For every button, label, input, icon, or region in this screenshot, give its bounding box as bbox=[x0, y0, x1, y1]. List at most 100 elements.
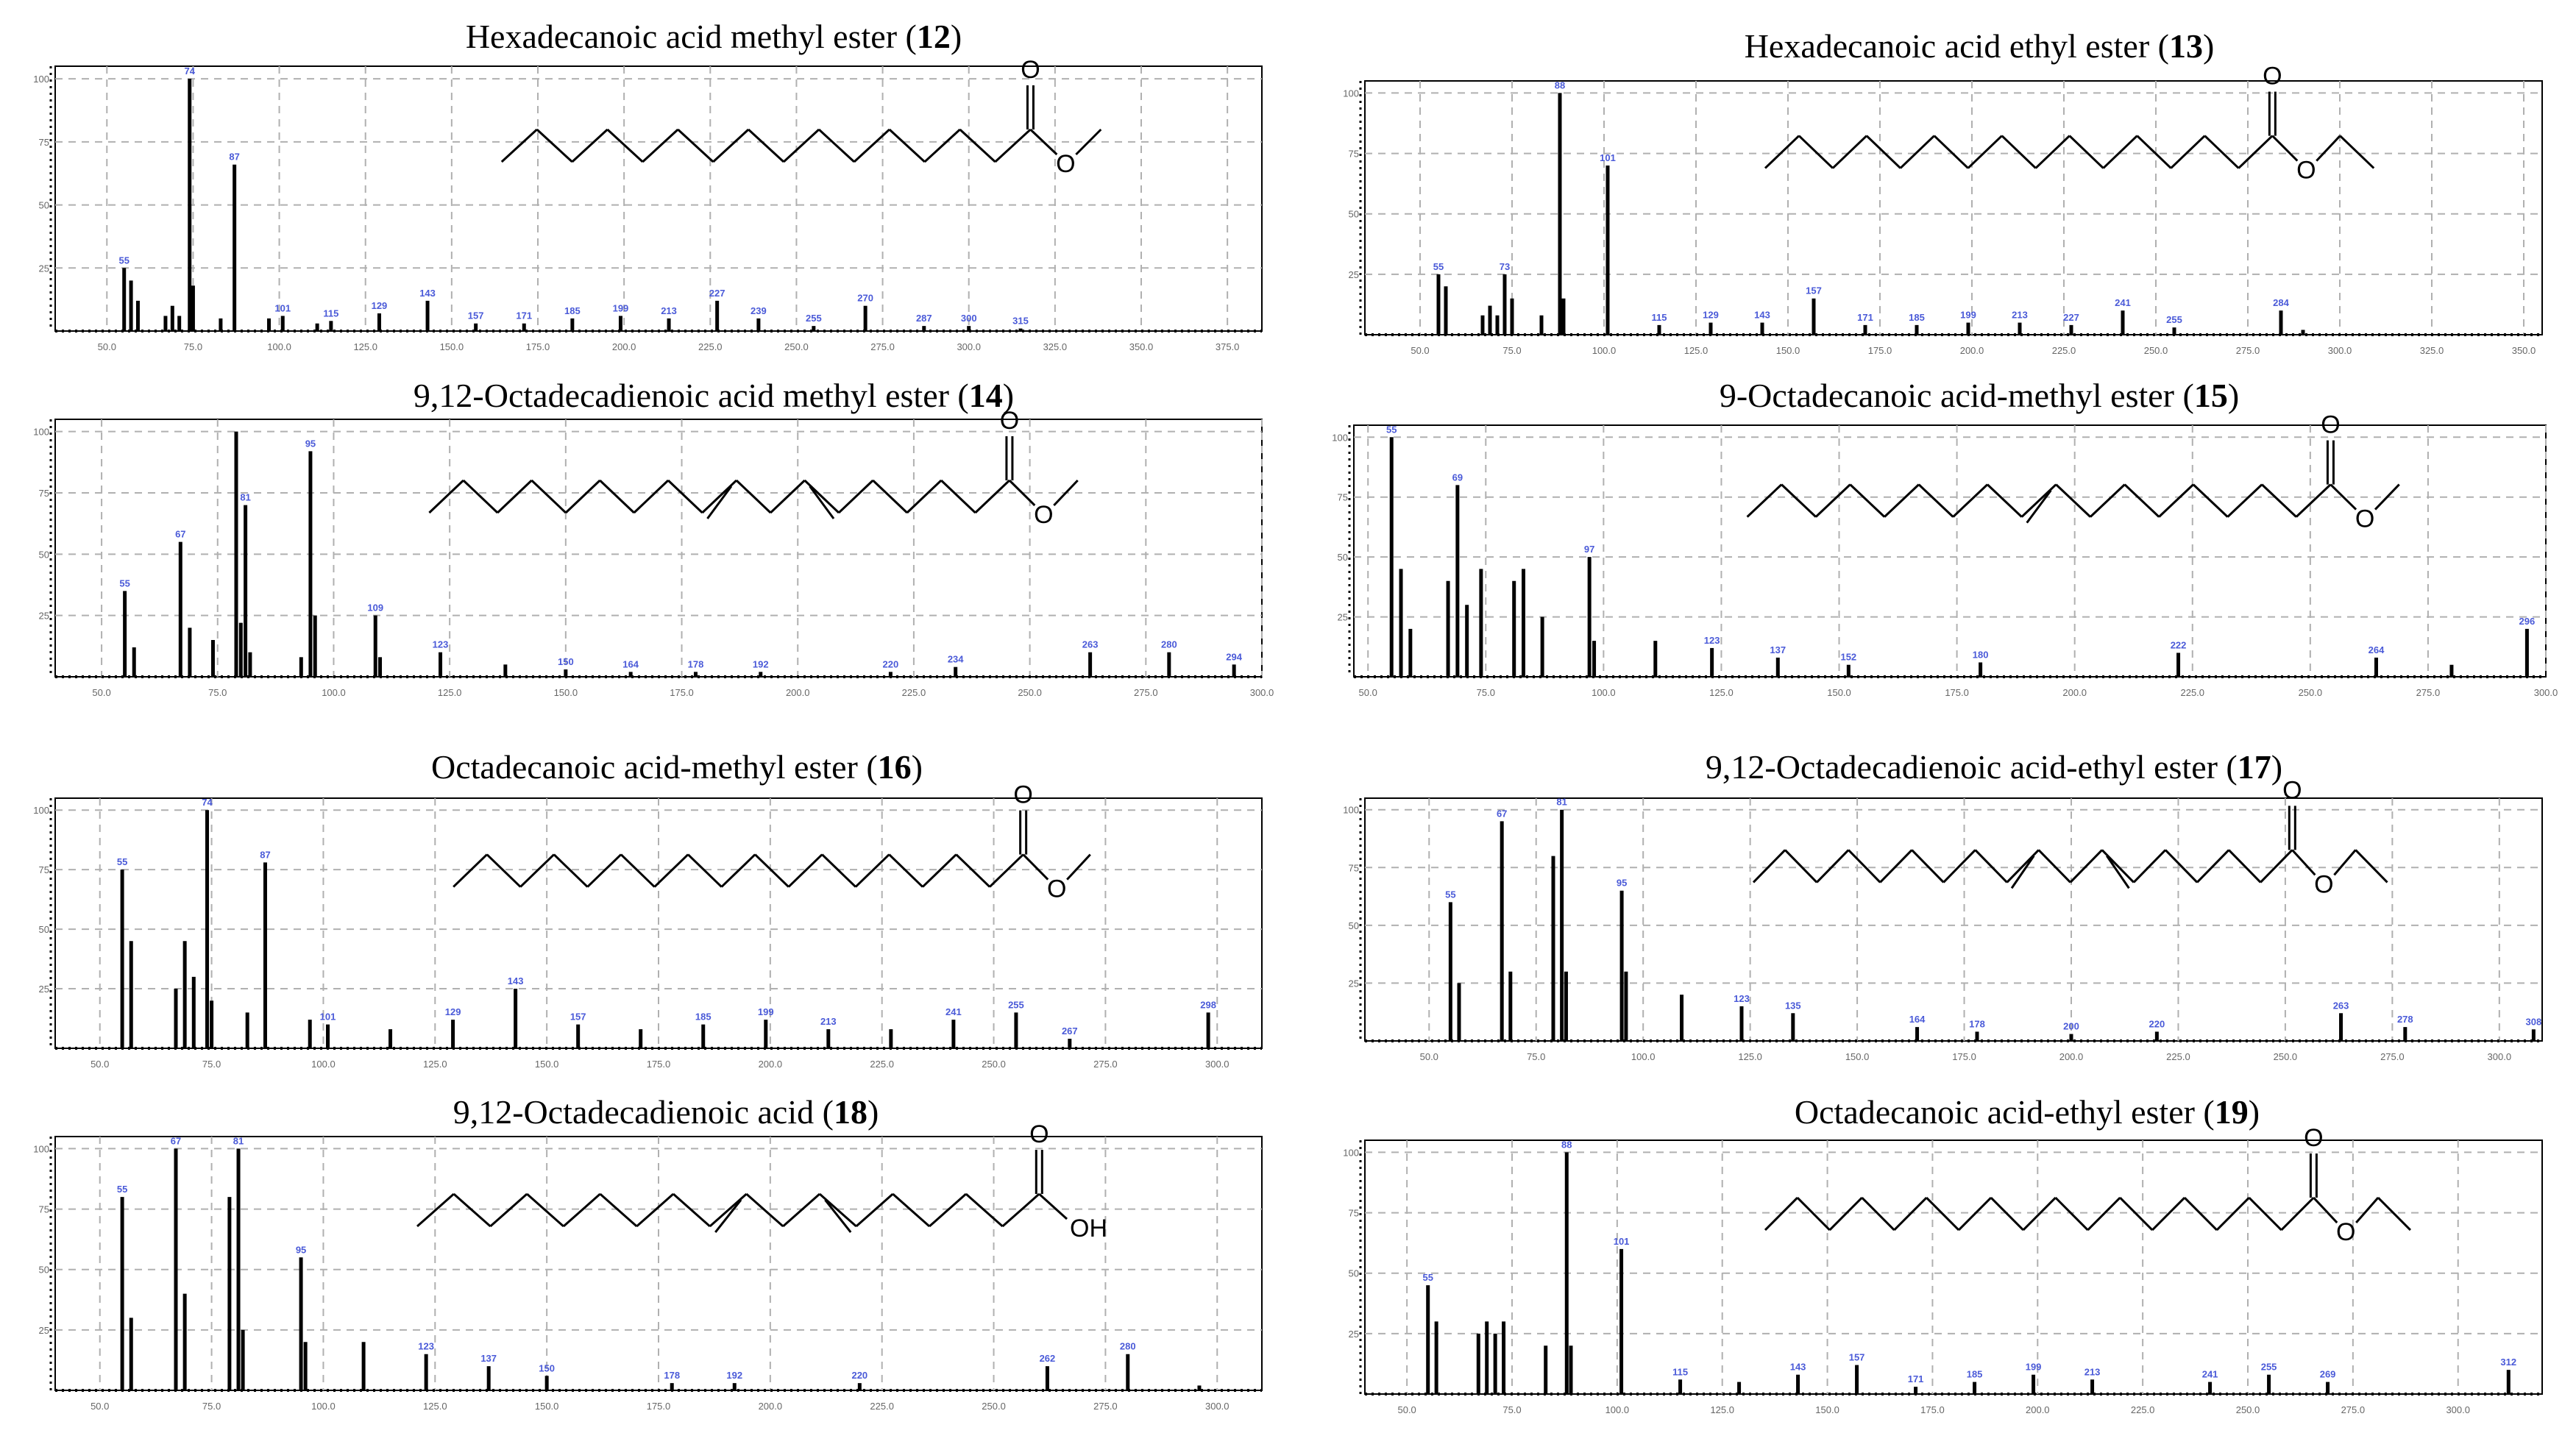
chain-bond bbox=[642, 128, 679, 163]
peak-label: 88 bbox=[1561, 1139, 1572, 1150]
x-tick-label: 250.0 bbox=[2274, 1051, 2298, 1062]
chain-bond bbox=[1796, 1196, 1831, 1231]
peak-label: 185 bbox=[564, 305, 581, 316]
peak-label: 284 bbox=[2273, 297, 2289, 308]
compound-number: 19 bbox=[2215, 1093, 2249, 1131]
chain-bond bbox=[2226, 483, 2263, 518]
x-tick-label: 75.0 bbox=[1502, 345, 1521, 356]
chain-bond bbox=[2020, 483, 2057, 518]
compound-number: 13 bbox=[2169, 27, 2203, 65]
chain-bond bbox=[1987, 483, 2023, 518]
chain-bond bbox=[2034, 135, 2071, 169]
peak-label: 239 bbox=[751, 305, 767, 316]
peak-label: 164 bbox=[622, 658, 639, 669]
panel-title-close: ) bbox=[2249, 1093, 2260, 1131]
chain-bond bbox=[2089, 483, 2126, 518]
chain-bond bbox=[1814, 483, 1851, 518]
chain-bond bbox=[2055, 483, 2091, 518]
peak-label: 180 bbox=[1973, 649, 1989, 660]
spectrum-panel-15: 9-Octadecanoic acid-methyl ester (15) 50.… bbox=[1332, 377, 2558, 698]
peak-label: 73 bbox=[1500, 261, 1510, 272]
x-tick-label: 175.0 bbox=[670, 687, 694, 698]
x-tick-label: 175.0 bbox=[647, 1059, 671, 1070]
y-tick-label: 25 bbox=[1349, 978, 1359, 989]
peak-label: 263 bbox=[1082, 639, 1099, 650]
chain-bond bbox=[489, 1192, 528, 1228]
peak-label: 81 bbox=[240, 492, 250, 503]
peak-label: 164 bbox=[1909, 1014, 1926, 1025]
x-tick-label: 50.0 bbox=[1411, 345, 1429, 356]
y-tick-label: 50 bbox=[1349, 209, 1359, 220]
x-tick-label: 275.0 bbox=[2416, 687, 2441, 698]
chain-bond bbox=[1990, 1196, 2024, 1231]
peak-label: 294 bbox=[1226, 651, 1242, 662]
spectrum-panel-12: Hexadecanoic acid methyl ester (12) 50.0 7… bbox=[33, 18, 1263, 352]
y-tick-label: 75 bbox=[1349, 862, 1359, 873]
hydroxyl-bond bbox=[1038, 1192, 1068, 1220]
chain-bond bbox=[633, 479, 670, 514]
chain-bond bbox=[453, 853, 488, 888]
ester-oxygen-label: O bbox=[2296, 157, 2316, 185]
x-tick-label: 250.0 bbox=[982, 1059, 1006, 1070]
peak-label: 300 bbox=[961, 313, 977, 324]
peak-label: 55 bbox=[1386, 424, 1397, 435]
peak-label: 55 bbox=[1445, 889, 1455, 900]
peak-label: 74 bbox=[202, 797, 213, 808]
chain-bond bbox=[2101, 849, 2135, 884]
peak-label: 123 bbox=[1734, 993, 1750, 1004]
peak-label: 101 bbox=[274, 302, 291, 313]
ester-oxygen-label: O bbox=[2336, 1218, 2355, 1246]
peak-label: 178 bbox=[688, 658, 704, 669]
peak-label: 220 bbox=[883, 658, 899, 669]
peak-label: 185 bbox=[1967, 1369, 1983, 1380]
peak-label: 185 bbox=[1909, 312, 1925, 323]
chain-bond bbox=[1926, 1196, 1960, 1231]
panel-title-close: ) bbox=[1003, 377, 1014, 414]
x-tick-label: 50.0 bbox=[1397, 1404, 1416, 1415]
x-tick-label: 275.0 bbox=[1093, 1401, 1118, 1412]
x-tick-label: 200.0 bbox=[1960, 345, 1984, 356]
chain-bond bbox=[892, 1192, 931, 1228]
spectrum-panel-16: Octadecanoic acid-methyl ester (16) 50.0 7… bbox=[33, 748, 1263, 1070]
x-tick-label: 275.0 bbox=[2341, 1404, 2366, 1415]
chain-bond bbox=[1831, 135, 1867, 169]
chain-bond bbox=[2069, 849, 2103, 884]
oxygen-label: O bbox=[1013, 781, 1032, 809]
x-tick-label: 250.0 bbox=[2236, 1404, 2260, 1415]
spectrum-panel-14: 9,12-Octadecadienoic acid methyl ester (… bbox=[33, 377, 1274, 698]
chain-bond bbox=[536, 128, 573, 163]
x-tick-label: 150.0 bbox=[535, 1401, 559, 1412]
peak-label: 129 bbox=[445, 1006, 461, 1017]
x-tick-label: 200.0 bbox=[612, 341, 636, 352]
peak-label: 55 bbox=[118, 255, 129, 266]
peak-label: 95 bbox=[305, 438, 316, 449]
chain-bond bbox=[2280, 1196, 2315, 1231]
x-tick-label: 350.0 bbox=[2512, 345, 2536, 356]
y-tick-label: 50 bbox=[39, 924, 49, 935]
peak-label: 123 bbox=[1704, 635, 1720, 646]
chain-bond bbox=[940, 479, 976, 514]
peak-label: 135 bbox=[1785, 1000, 1801, 1011]
chain-bond bbox=[677, 128, 714, 163]
x-tick-label: 150.0 bbox=[440, 341, 464, 352]
y-tick-label: 75 bbox=[39, 1204, 49, 1215]
chain-bond bbox=[929, 1192, 967, 1228]
x-tick-label: 50.0 bbox=[1359, 687, 1377, 698]
x-tick-label: 175.0 bbox=[526, 341, 550, 352]
x-tick-label: 50.0 bbox=[91, 1401, 109, 1412]
ester-bond bbox=[2313, 1197, 2338, 1224]
chain-bond bbox=[531, 479, 567, 514]
hydroxyl-label: OH bbox=[1070, 1215, 1107, 1242]
panel-title-close: ) bbox=[2271, 748, 2282, 786]
alkyl-bond bbox=[1066, 853, 1091, 881]
chain-bond bbox=[1861, 1196, 1895, 1231]
chain-bond bbox=[1001, 1192, 1040, 1228]
x-tick-label: 50.0 bbox=[92, 687, 110, 698]
alkyl-bond bbox=[1075, 128, 1102, 156]
peak-label: 129 bbox=[372, 300, 388, 311]
peak-label: 143 bbox=[1754, 310, 1770, 321]
x-tick-label: 250.0 bbox=[982, 1401, 1006, 1412]
peak-label: 67 bbox=[1497, 808, 1507, 819]
spectrum-panel-13: Hexadecanoic acid ethyl ester (13) 50.0 75… bbox=[1343, 27, 2543, 356]
